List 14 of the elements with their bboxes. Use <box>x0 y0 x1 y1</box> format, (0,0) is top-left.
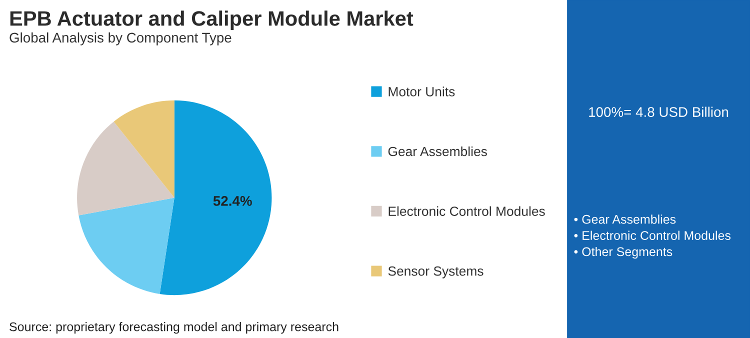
data-label: 52.4% <box>213 196 252 206</box>
pie-slice <box>78 198 174 294</box>
legend-label: Motor Units <box>388 86 455 96</box>
text: • Gear Assemblies • Electronic Control Modules • Other Segments <box>574 214 731 259</box>
pie-slice <box>77 122 174 216</box>
chart-subtitle: Global Analysis by Component Type <box>10 32 232 46</box>
legend-label: Electronic Control Modules <box>388 206 545 216</box>
text: 100%= 4.8 USD Billion <box>589 106 728 117</box>
pie-slice <box>160 100 272 296</box>
chart-title: EPB Actuator and Caliper Module Market <box>10 10 414 30</box>
pie-slice <box>114 100 174 198</box>
legend-label: Sensor Systems <box>388 266 484 278</box>
source-note: Source: proprietary forecasting model and primary research <box>10 322 338 334</box>
legend-label: Gear Assemblies <box>388 146 487 156</box>
